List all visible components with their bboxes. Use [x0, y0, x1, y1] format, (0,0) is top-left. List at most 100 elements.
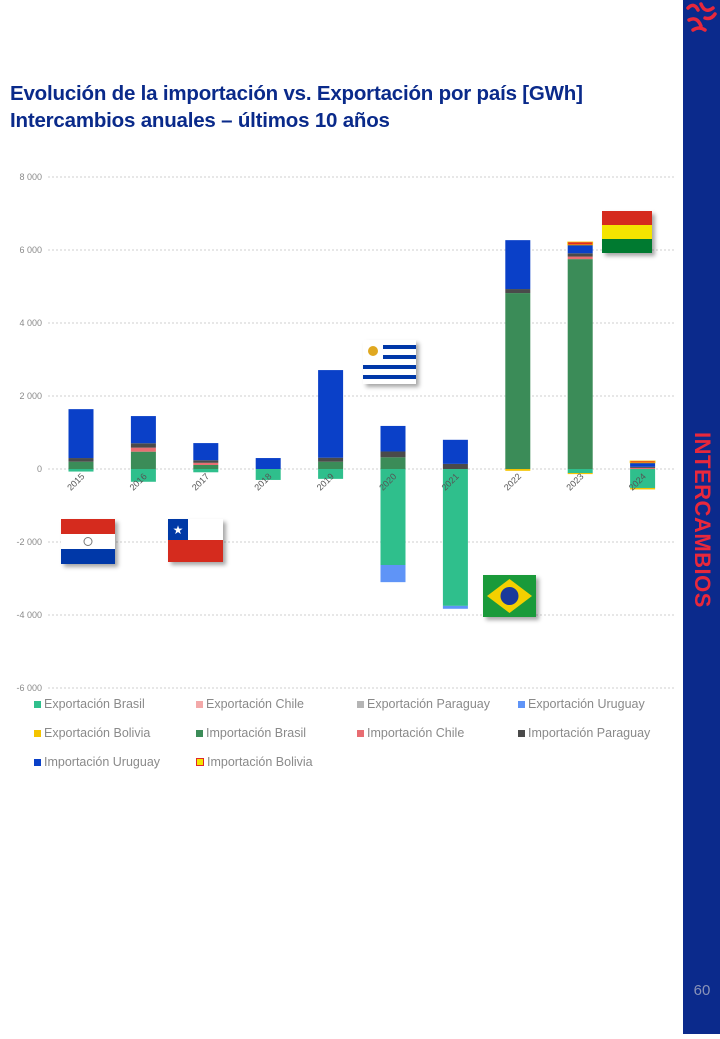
title-line-2: Intercambios anuales – últimos 10 años [10, 109, 390, 132]
bar-segment [567, 256, 593, 260]
bar-segment [318, 469, 344, 479]
bar-segment [630, 466, 656, 468]
bar-segment [380, 425, 406, 452]
legend-item: Importación Bolivia [196, 755, 313, 769]
legend-label: Exportación Paraguay [367, 697, 490, 711]
legend-item: Exportación Uruguay [518, 697, 645, 711]
x-tick-label: 2023 [564, 471, 585, 492]
logo-icon [686, 2, 717, 32]
legend-swatch [34, 758, 41, 766]
bar-segment [629, 460, 656, 464]
sidebar [683, 0, 720, 1034]
flag-uruguay-icon [363, 340, 416, 384]
y-tick-label: 2 000 [19, 391, 42, 401]
bar-segment [567, 244, 593, 254]
bar-segment [630, 487, 656, 490]
bar-segment [68, 461, 94, 469]
legend-label: Importación Chile [367, 726, 465, 740]
x-tick-label: 2017 [190, 471, 211, 492]
y-tick-label: 4 000 [19, 318, 42, 328]
legend-item: Exportación Chile [196, 697, 304, 711]
legend-item: Exportación Paraguay [357, 697, 490, 711]
bar-segment [380, 451, 406, 458]
legend-label: Exportación Uruguay [528, 697, 645, 711]
legend-swatch [34, 729, 41, 737]
legend-swatch [34, 700, 41, 708]
bar-segment [68, 469, 94, 472]
bar-segment [505, 469, 531, 471]
bar-segment [255, 458, 281, 469]
bar-segment [130, 451, 156, 469]
legend-swatch [357, 729, 364, 737]
page-number: 60 [693, 982, 711, 999]
bar-segment [380, 564, 406, 583]
legend-swatch [196, 758, 204, 766]
bar-segment [130, 447, 156, 452]
legend-item: Exportación Bolivia [34, 726, 150, 740]
legend-swatch [357, 700, 364, 708]
bar-segment [318, 370, 344, 458]
bar-segment [193, 443, 219, 461]
legend-swatch [518, 729, 525, 737]
bar-segment [442, 469, 468, 606]
svg-text:★: ★ [173, 523, 184, 537]
bar-segment [318, 457, 344, 462]
legend-label: Exportación Bolivia [44, 726, 151, 740]
legend-swatch [518, 700, 525, 708]
legend-label: Importación Brasil [206, 726, 307, 740]
y-tick-label: 6 000 [19, 245, 42, 255]
bar-segment [193, 460, 219, 463]
legend-swatch [196, 729, 203, 737]
legend-item: Exportación Brasil [34, 697, 145, 711]
legend-item: Importación Brasil [196, 726, 306, 740]
bar-segment [193, 464, 219, 469]
bar-segment [130, 416, 156, 444]
flag-bolivia-icon [602, 211, 652, 253]
bar-segment [567, 469, 593, 474]
bar-segment [630, 469, 656, 488]
legend-swatch [196, 700, 203, 708]
flag-chile-icon: ★ [168, 519, 223, 562]
bar-segment [505, 240, 531, 290]
bar-segment [442, 463, 468, 469]
y-tick-label: 0 [37, 464, 42, 474]
bar-segment [567, 241, 594, 246]
x-tick-label: 2015 [65, 471, 86, 492]
bar-segment [630, 467, 656, 469]
legend-item: Importación Paraguay [518, 726, 650, 740]
section-label: INTERCAMBIOS [690, 432, 715, 608]
bar-segment [380, 457, 406, 469]
y-tick-label: -6 000 [16, 683, 42, 693]
bar-segment [68, 458, 94, 462]
legend-item: Importación Chile [357, 726, 464, 740]
y-tick-label: -2 000 [16, 537, 42, 547]
flag-brasil-icon [483, 575, 536, 617]
x-tick-label: 2022 [502, 471, 523, 492]
bar-segment [442, 605, 468, 609]
y-tick-label: -4 000 [16, 610, 42, 620]
bar-segment [130, 469, 156, 482]
bar-segment [567, 253, 593, 257]
legend-label: Importación Bolivia [207, 755, 313, 769]
chart-title: Evolución de la importación vs. Exportac… [10, 80, 583, 134]
legend-label: Exportación Brasil [44, 697, 145, 711]
bar-segment [68, 409, 94, 459]
bar-segment [442, 439, 468, 464]
legend-label: Importación Paraguay [528, 726, 651, 740]
legend-item: Importación Uruguay [34, 755, 160, 769]
bar-segment [567, 259, 593, 469]
bar-segment [130, 443, 156, 448]
title-line-1: Evolución de la importación vs. Exportac… [10, 82, 583, 105]
legend-label: Exportación Chile [206, 697, 304, 711]
bar-segment [193, 469, 219, 473]
bar-segment [505, 289, 531, 294]
flag-paraguay-icon [61, 519, 115, 564]
bar-segment [567, 473, 593, 475]
bar-segment [255, 469, 281, 480]
y-tick-label: 8 000 [19, 172, 42, 182]
legend-label: Importación Uruguay [44, 755, 161, 769]
bar-segment [380, 469, 406, 565]
bar-segment [318, 461, 344, 469]
